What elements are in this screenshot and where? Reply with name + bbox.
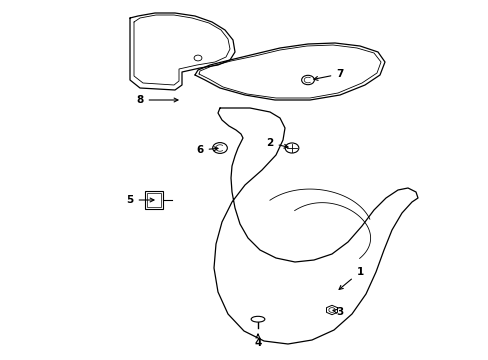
Text: 1: 1 — [338, 267, 363, 289]
Text: 5: 5 — [126, 195, 154, 205]
Text: 6: 6 — [196, 145, 218, 155]
Polygon shape — [130, 13, 235, 90]
Bar — [144, 191, 163, 209]
Text: 8: 8 — [136, 95, 178, 105]
Polygon shape — [326, 305, 337, 315]
Text: 7: 7 — [313, 69, 343, 80]
Ellipse shape — [251, 316, 264, 322]
Text: 2: 2 — [266, 138, 287, 148]
Circle shape — [285, 143, 298, 153]
Circle shape — [328, 308, 334, 312]
Bar — [147, 193, 161, 207]
Text: 4: 4 — [254, 334, 261, 348]
Circle shape — [301, 75, 314, 85]
Circle shape — [212, 143, 227, 153]
Text: 3: 3 — [332, 307, 343, 317]
Circle shape — [194, 55, 202, 61]
Polygon shape — [195, 43, 384, 100]
Polygon shape — [214, 108, 417, 344]
